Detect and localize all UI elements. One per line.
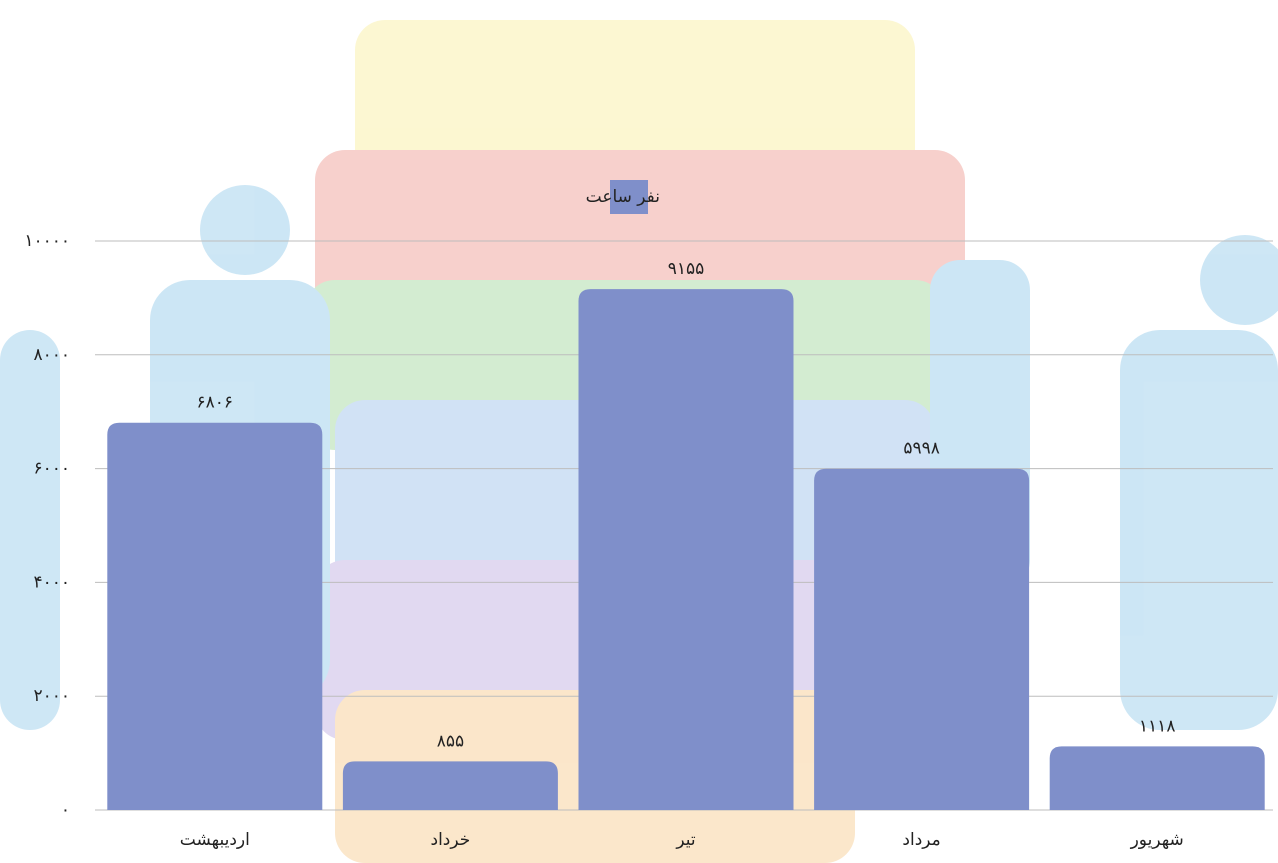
data-label: ۵۹۹۸ (903, 439, 940, 459)
data-label: ۸۵۵ (437, 731, 464, 751)
bar (342, 761, 558, 810)
x-tick-label: مرداد (902, 830, 940, 850)
bar (814, 468, 1030, 810)
legend-label: نفر ساعت (586, 187, 660, 207)
x-tick-label: تیر (675, 830, 696, 850)
data-label: ۹۱۵۵ (668, 259, 705, 279)
y-tick-label: ۲۰۰۰ (33, 686, 70, 706)
y-tick-label: ۰ (61, 800, 70, 820)
bar (578, 289, 794, 810)
data-label: ۱۱۱۸ (1139, 716, 1176, 736)
x-tick-label: اردیبهشت (180, 830, 250, 850)
y-tick-label: ۸۰۰۰ (33, 345, 70, 365)
legend-swatch (610, 180, 648, 214)
y-tick-label: ۶۰۰۰ (33, 459, 70, 479)
y-tick-label: ۱۰۰۰۰ (24, 231, 70, 251)
x-tick-label: شهریور (1130, 830, 1184, 850)
y-tick-label: ۴۰۰۰ (33, 572, 70, 592)
x-tick-label: خرداد (431, 830, 471, 850)
bar (107, 422, 323, 810)
bar (1049, 746, 1265, 810)
data-label: ۶۸۰۶ (197, 393, 234, 413)
